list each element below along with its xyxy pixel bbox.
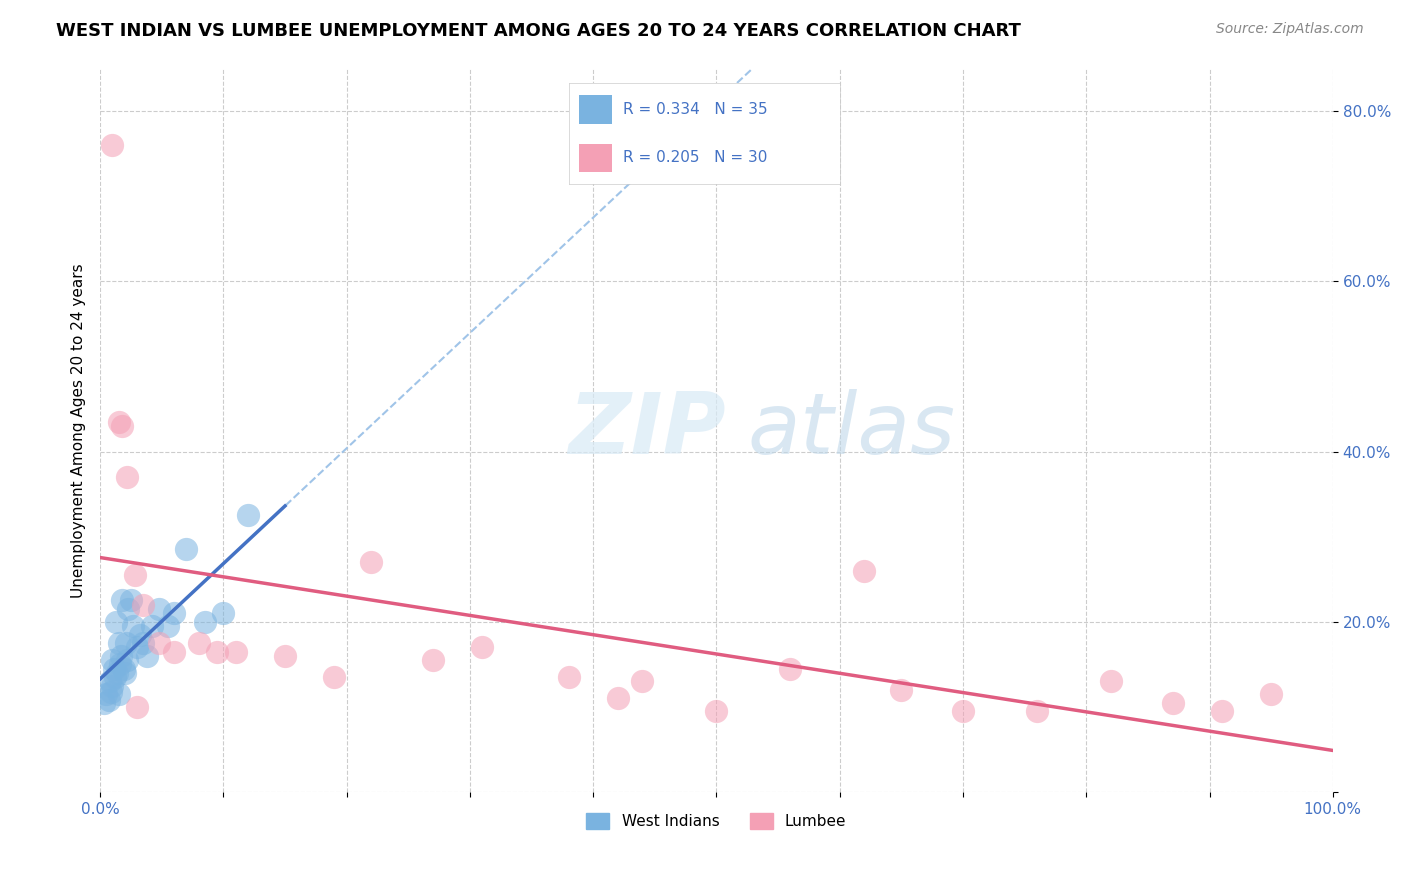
Point: [1260, 687, 1282, 701]
Point: [103, 661, 125, 675]
Point: [207, 644, 229, 658]
Point: [225, 644, 247, 658]
Point: [107, 687, 129, 701]
Point: [176, 542, 198, 557]
Point: [631, 674, 654, 689]
Point: [127, 640, 149, 655]
Point: [132, 598, 155, 612]
Point: [141, 619, 163, 633]
Point: [93, 696, 115, 710]
Point: [107, 636, 129, 650]
Point: [187, 636, 209, 650]
Point: [110, 648, 132, 663]
Text: atlas: atlas: [747, 389, 955, 472]
Point: [136, 648, 159, 663]
Point: [163, 606, 186, 620]
Point: [107, 415, 129, 429]
Point: [124, 568, 146, 582]
Point: [108, 657, 131, 672]
Point: [236, 508, 259, 523]
Point: [97, 693, 120, 707]
Point: [120, 593, 142, 607]
Point: [122, 619, 145, 633]
Point: [98, 674, 121, 689]
Point: [111, 419, 134, 434]
Point: [127, 699, 149, 714]
Point: [115, 636, 138, 650]
Point: [96, 687, 118, 701]
Point: [101, 138, 124, 153]
Point: [105, 615, 128, 629]
Point: [104, 670, 127, 684]
Text: ZIP: ZIP: [568, 389, 725, 472]
Point: [1161, 696, 1184, 710]
Point: [952, 704, 974, 718]
Point: [101, 653, 124, 667]
Point: [105, 665, 128, 680]
Point: [422, 653, 444, 667]
Text: Source: ZipAtlas.com: Source: ZipAtlas.com: [1216, 22, 1364, 37]
Point: [100, 684, 122, 698]
Point: [557, 670, 579, 684]
Point: [274, 648, 297, 663]
Point: [1099, 674, 1122, 689]
Point: [148, 602, 170, 616]
Point: [117, 653, 139, 667]
Y-axis label: Unemployment Among Ages 20 to 24 years: Unemployment Among Ages 20 to 24 years: [72, 263, 86, 598]
Point: [112, 661, 135, 675]
Point: [132, 636, 155, 650]
Point: [101, 679, 124, 693]
Legend: West Indians, Lumbee: West Indians, Lumbee: [581, 806, 852, 835]
Point: [1211, 704, 1233, 718]
Point: [471, 640, 494, 655]
Point: [890, 682, 912, 697]
Point: [1026, 704, 1049, 718]
Point: [194, 615, 217, 629]
Point: [111, 593, 134, 607]
Point: [163, 644, 186, 658]
Point: [360, 555, 382, 569]
Point: [706, 704, 728, 718]
Point: [323, 670, 346, 684]
Point: [853, 564, 876, 578]
Point: [779, 661, 801, 675]
Text: WEST INDIAN VS LUMBEE UNEMPLOYMENT AMONG AGES 20 TO 24 YEARS CORRELATION CHART: WEST INDIAN VS LUMBEE UNEMPLOYMENT AMONG…: [56, 22, 1021, 40]
Point: [117, 470, 139, 484]
Point: [212, 606, 235, 620]
Point: [148, 636, 170, 650]
Point: [156, 619, 179, 633]
Point: [128, 627, 150, 641]
Point: [117, 602, 139, 616]
Point: [114, 665, 136, 680]
Point: [606, 691, 628, 706]
